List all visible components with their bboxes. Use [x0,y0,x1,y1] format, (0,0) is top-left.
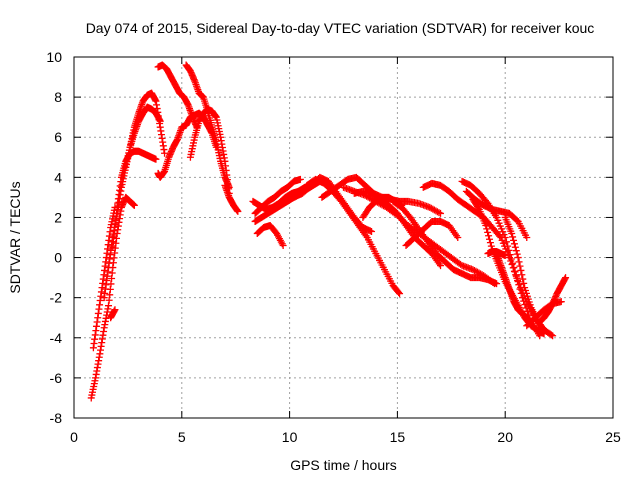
tick-labels: 0 5 10 15 20 25 -8 -6 -4 -2 0 2 4 6 8 10 [46,49,621,445]
data-point [501,252,509,260]
x-tick-label: 10 [282,429,298,445]
data-point [515,258,523,266]
data-point [484,228,492,236]
series-arc-3 [107,306,119,322]
y-axis-label: SDTVAR / TECUs [7,181,23,293]
data-point [514,276,522,284]
series-arc-6 [122,103,164,171]
data-point [504,242,512,250]
data-point [518,294,526,302]
data-point [513,250,521,258]
data-point [509,233,517,241]
plot-frame [73,56,614,419]
data-point [517,266,525,274]
y-tick-label: -6 [50,370,63,386]
data-point [510,264,518,272]
data-point [130,201,138,209]
chart-title: Day 074 of 2015, Sidereal Day-to-day VTE… [86,20,595,36]
data-point [454,234,462,241]
data-point [518,271,526,279]
data-point [523,234,531,241]
x-tick-label: 0 [70,429,78,445]
y-tick-label: -4 [50,330,63,346]
data-point [510,240,518,248]
data-point [547,331,555,339]
series-arc-17 [303,175,404,298]
series-arc-14 [251,175,304,217]
data-point [501,234,509,241]
data-point [296,175,304,183]
data-points [87,61,570,402]
y-tick-label: -8 [50,410,63,426]
data-point [520,279,528,287]
data-point [396,290,404,298]
y-tick-label: -2 [50,290,63,306]
data-point [539,325,547,333]
series-arc-32 [484,248,509,260]
data-point [161,149,169,157]
x-tick-label: 5 [178,429,186,445]
data-point [482,221,490,229]
data-point [474,204,482,212]
data-point [496,232,504,240]
data-point [514,254,522,262]
y-tick-label: 4 [54,169,62,185]
data-point [486,239,494,247]
data-point [540,326,548,334]
x-axis-label: GPS time / hours [290,457,397,473]
data-point [502,238,510,246]
data-point [562,274,570,282]
data-point [515,281,523,289]
x-tick-label: 20 [497,429,513,445]
series-arc-15 [253,221,287,250]
data-point [519,275,527,283]
data-point [510,236,518,244]
data-point [111,306,119,314]
data-point [505,246,513,254]
series-arc-8 [154,61,201,131]
data-point [549,332,557,340]
data-point [511,243,519,251]
series-arc-29 [501,213,548,334]
data-point [493,280,501,288]
data-point [483,225,491,233]
y-tick-label: 6 [54,129,62,145]
data-point [512,247,520,255]
data-point [395,289,403,297]
y-tick-label: 10 [46,49,62,65]
x-tick-label: 25 [605,429,621,445]
data-point [437,209,445,217]
data-point [437,262,445,270]
series-arc-11 [221,181,242,215]
data-point [485,235,493,243]
series-arc-31 [536,274,570,326]
data-point [485,232,493,240]
data-point [507,255,515,263]
data-point [279,242,287,250]
series-arc-23 [402,217,462,250]
data-point [516,285,524,293]
y-tick-label: 8 [54,89,62,105]
data-point [152,155,160,163]
data-point [509,259,517,267]
series-arc-22 [389,197,501,288]
data-point [435,209,443,217]
data-point [557,298,565,306]
data-point [156,117,164,125]
x-tick-label: 15 [390,429,406,445]
y-tick-label: 2 [54,209,62,225]
data-point [516,262,524,270]
data-point [368,227,376,235]
series-arc-28 [493,250,535,326]
data-point [520,297,528,305]
data-point [511,268,519,276]
series-arc-10 [186,105,233,197]
y-tick-label: 0 [54,250,62,266]
data-point [234,207,242,215]
data-point [508,229,516,237]
data-point [512,272,520,280]
